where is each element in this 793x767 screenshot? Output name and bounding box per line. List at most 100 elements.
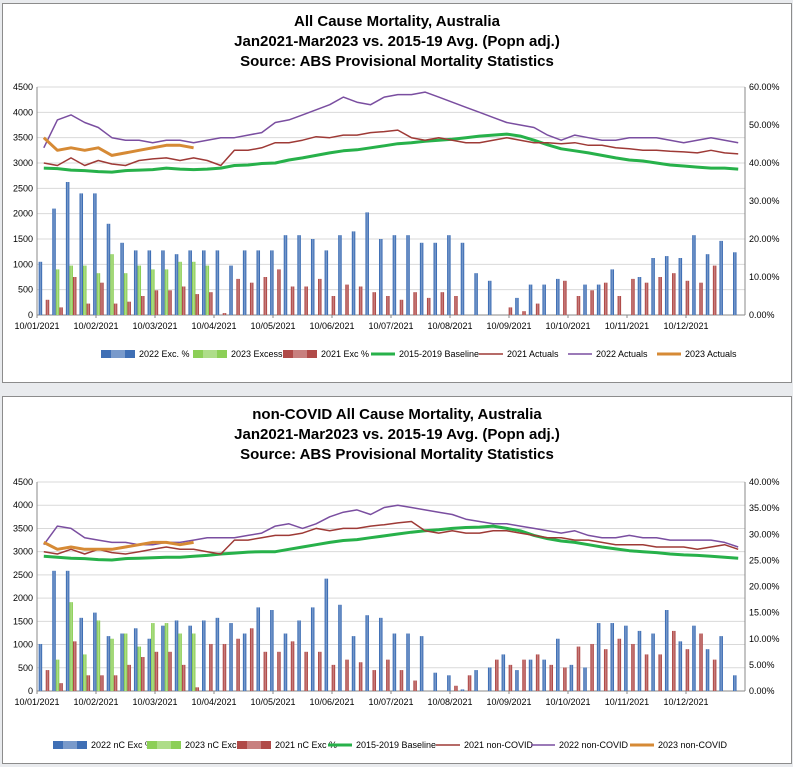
bar-highlight — [441, 292, 444, 315]
bar-highlight — [237, 278, 239, 315]
y-right-tick-label: 50.00% — [749, 120, 780, 130]
bar-2022-exc- — [460, 242, 465, 315]
bar-2021-exc- — [290, 286, 295, 315]
bar-2021-exc- — [86, 303, 91, 315]
bar-2021-exc- — [249, 282, 254, 315]
bar-highlight — [387, 659, 389, 691]
bar-highlight — [148, 250, 151, 315]
bar-2022-nc-exc- — [379, 617, 383, 691]
bar-2021-nc-exc- — [658, 654, 662, 691]
bar-2022-nc-exc- — [324, 578, 329, 691]
bar-highlight — [584, 667, 586, 691]
y-right-tick-label: 40.00% — [749, 477, 780, 487]
bar-2021-exc- — [603, 282, 608, 315]
bar-highlight — [257, 607, 259, 691]
y-right-tick-label: 0.00% — [749, 686, 775, 696]
legend-label: 2022 nC Exc % — [91, 740, 153, 750]
bar-highlight — [291, 286, 294, 315]
bar-highlight — [645, 282, 648, 315]
bar-2021-exc- — [712, 265, 717, 315]
x-tick-label: 10/02/2021 — [73, 697, 118, 707]
chart-title: All Cause Mortality, Australia Jan2021-M… — [3, 12, 791, 72]
bar-2021-nc-exc- — [549, 664, 554, 691]
bar-2021-nc-exc- — [181, 664, 186, 691]
bar-highlight — [591, 643, 593, 691]
bar-2021-exc- — [127, 301, 131, 315]
bar-highlight — [652, 258, 654, 315]
bar-highlight — [56, 659, 59, 691]
bar-2022-exc- — [447, 235, 451, 315]
bar-highlight — [319, 278, 321, 315]
y-left-tick-label: 500 — [18, 663, 33, 673]
bar-2022-exc- — [106, 223, 111, 315]
bar-highlight — [278, 651, 280, 691]
bar-2022-exc- — [515, 297, 519, 315]
bar-highlight — [570, 664, 573, 691]
bar-2022-exc- — [719, 240, 723, 315]
bar-highlight — [686, 649, 689, 691]
legend-swatch-highlight — [247, 741, 261, 749]
bar-highlight — [325, 250, 328, 315]
bar-2023-nc-exc- — [83, 654, 87, 691]
title-line-1: non-COVID All Cause Mortality, Australia — [252, 406, 542, 423]
bar-2021-exc- — [685, 280, 690, 315]
bar-2021-nc-exc- — [358, 662, 363, 691]
bar-2021-exc- — [576, 296, 581, 315]
bar-2022-exc- — [664, 256, 669, 315]
bar-highlight — [284, 235, 287, 315]
bar-highlight — [414, 292, 416, 315]
bar-highlight — [53, 208, 55, 315]
bar-highlight — [393, 235, 396, 315]
x-tick-label: 10/04/2021 — [191, 697, 236, 707]
bar-2022-nc-exc- — [624, 625, 628, 691]
bar-2021-exc- — [399, 299, 404, 315]
bar-2022-nc-exc- — [664, 610, 669, 691]
bar-highlight — [70, 602, 72, 691]
bar-2022-exc- — [528, 284, 533, 315]
y-left-tick-label: 3500 — [13, 133, 33, 143]
bar-highlight — [203, 620, 205, 691]
bar-highlight — [577, 646, 580, 691]
bar-highlight — [196, 687, 198, 691]
legend-swatch-highlight — [111, 350, 125, 358]
bar-highlight — [74, 277, 76, 315]
y-left-tick-label: 500 — [18, 285, 33, 295]
bar-2021-exc- — [454, 296, 458, 315]
bar-2021-exc- — [508, 307, 513, 315]
bar-2023-excess- — [178, 261, 182, 315]
bar-highlight — [305, 286, 307, 315]
bar-2022-nc-exc- — [678, 641, 683, 691]
bar-2022-nc-exc- — [52, 570, 56, 691]
bar-2022-exc- — [120, 242, 124, 315]
bar-highlight — [584, 284, 586, 315]
y-right-tick-label: 10.00% — [749, 634, 780, 644]
x-tick-label: 10/02/2021 — [73, 321, 118, 331]
x-tick-label: 10/03/2021 — [132, 697, 177, 707]
bar-2021-nc-exc- — [304, 651, 308, 691]
bar-highlight — [625, 625, 627, 691]
bar-2022-nc-exc- — [270, 610, 274, 691]
bar-2022-nc-exc- — [351, 636, 356, 691]
bar-highlight — [135, 250, 137, 315]
legend-swatch — [283, 350, 317, 358]
bar-highlight — [605, 282, 607, 315]
bar-2022-nc-exc- — [474, 670, 478, 691]
bar-2021-exc- — [59, 307, 63, 315]
title-line-3: Source: ABS Provisional Mortality Statis… — [240, 53, 554, 70]
bar-highlight — [271, 250, 273, 315]
bar-2021-exc- — [331, 296, 336, 315]
line-2021-non-covid — [43, 520, 739, 555]
bar-highlight — [659, 654, 661, 691]
y-left-tick-label: 3000 — [13, 547, 33, 557]
bar-2021-nc-exc- — [672, 630, 676, 691]
x-tick-label: 10/06/2021 — [309, 697, 354, 707]
bar-2021-nc-exc- — [209, 643, 213, 691]
bar-highlight — [693, 235, 695, 315]
bar-2022-nc-exc- — [297, 620, 301, 691]
bar-2022-exc- — [596, 284, 601, 315]
bar-highlight — [496, 659, 498, 691]
bar-2021-exc- — [222, 313, 227, 315]
bar-2021-exc- — [631, 278, 635, 315]
bar-2021-exc- — [45, 299, 50, 315]
bar-2022-nc-exc- — [528, 659, 533, 691]
